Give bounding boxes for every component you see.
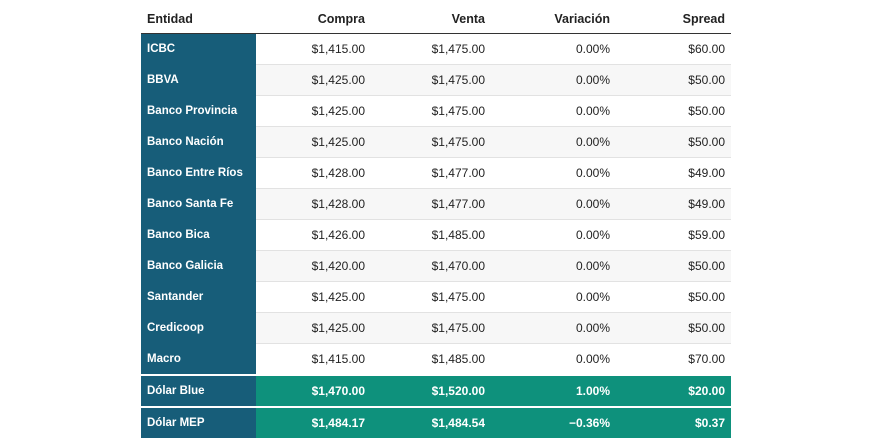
cell-compra: $1,420.00 xyxy=(256,250,371,282)
cell-variacion: 0.00% xyxy=(491,188,616,220)
cell-variacion: 0.00% xyxy=(491,281,616,313)
header-venta[interactable]: Venta xyxy=(371,5,491,34)
cell-venta: $1,475.00 xyxy=(371,126,491,158)
cell-entidad: Macro xyxy=(141,343,256,376)
cell-variacion: 0.00% xyxy=(491,33,616,65)
highlight-row-dolar-blue: Dólar Blue $1,470.00 $1,520.00 1.00% $20… xyxy=(141,374,731,407)
cell-entidad: Banco Santa Fe xyxy=(141,188,256,220)
cell-variacion: 1.00% xyxy=(491,374,616,407)
highlight-row-dolar-mep: Dólar MEP $1,484.17 $1,484.54 −0.36% $0.… xyxy=(141,406,731,438)
cell-variacion: 0.00% xyxy=(491,312,616,344)
cell-spread: $50.00 xyxy=(616,312,731,344)
cell-spread: $49.00 xyxy=(616,157,731,189)
cell-variacion: 0.00% xyxy=(491,64,616,96)
cell-entidad: Banco Galicia xyxy=(141,250,256,282)
cell-spread: $60.00 xyxy=(616,33,731,65)
cell-variacion: 0.00% xyxy=(491,250,616,282)
cell-entidad: BBVA xyxy=(141,64,256,96)
cell-compra: $1,425.00 xyxy=(256,64,371,96)
header-compra[interactable]: Compra xyxy=(256,5,371,34)
table-header: Entidad Compra Venta Variación Spread xyxy=(141,5,731,34)
cell-venta: $1,485.00 xyxy=(371,219,491,251)
cell-entidad: Dólar Blue xyxy=(141,374,256,407)
header-row: Entidad Compra Venta Variación Spread xyxy=(141,5,731,34)
cell-compra: $1,425.00 xyxy=(256,95,371,127)
cell-venta: $1,484.54 xyxy=(371,406,491,438)
table-row: Banco Bica $1,426.00 $1,485.00 0.00% $59… xyxy=(141,219,731,251)
header-variacion[interactable]: Variación xyxy=(491,5,616,34)
cell-spread: $50.00 xyxy=(616,64,731,96)
table-row: Banco Nación $1,425.00 $1,475.00 0.00% $… xyxy=(141,126,731,158)
table-row: ICBC $1,415.00 $1,475.00 0.00% $60.00 xyxy=(141,33,731,65)
cell-venta: $1,475.00 xyxy=(371,95,491,127)
cell-compra: $1,428.00 xyxy=(256,157,371,189)
cell-spread: $20.00 xyxy=(616,374,731,407)
table-row: Banco Provincia $1,425.00 $1,475.00 0.00… xyxy=(141,95,731,127)
cell-spread: $49.00 xyxy=(616,188,731,220)
cell-spread: $0.37 xyxy=(616,406,731,438)
cell-variacion: 0.00% xyxy=(491,343,616,376)
cell-venta: $1,475.00 xyxy=(371,312,491,344)
cell-compra: $1,426.00 xyxy=(256,219,371,251)
cell-venta: $1,485.00 xyxy=(371,343,491,376)
cell-venta: $1,477.00 xyxy=(371,188,491,220)
cell-compra: $1,470.00 xyxy=(256,374,371,407)
header-spread[interactable]: Spread xyxy=(616,5,731,34)
cell-compra: $1,425.00 xyxy=(256,126,371,158)
cell-venta: $1,475.00 xyxy=(371,64,491,96)
cell-entidad: Banco Nación xyxy=(141,126,256,158)
rates-table-container: Entidad Compra Venta Variación Spread IC… xyxy=(141,5,731,438)
cell-spread: $70.00 xyxy=(616,343,731,376)
cell-compra: $1,484.17 xyxy=(256,406,371,438)
exchange-rates-table: Entidad Compra Venta Variación Spread IC… xyxy=(141,5,731,438)
table-row: Credicoop $1,425.00 $1,475.00 0.00% $50.… xyxy=(141,312,731,344)
cell-entidad: Dólar MEP xyxy=(141,406,256,438)
table-row: Macro $1,415.00 $1,485.00 0.00% $70.00 xyxy=(141,343,731,376)
cell-spread: $59.00 xyxy=(616,219,731,251)
cell-compra: $1,415.00 xyxy=(256,343,371,376)
cell-entidad: Banco Entre Ríos xyxy=(141,157,256,189)
table-row: Banco Santa Fe $1,428.00 $1,477.00 0.00%… xyxy=(141,188,731,220)
cell-entidad: Banco Provincia xyxy=(141,95,256,127)
header-entidad[interactable]: Entidad xyxy=(141,5,256,34)
cell-variacion: 0.00% xyxy=(491,95,616,127)
cell-spread: $50.00 xyxy=(616,126,731,158)
cell-variacion: −0.36% xyxy=(491,406,616,438)
cell-compra: $1,425.00 xyxy=(256,312,371,344)
cell-variacion: 0.00% xyxy=(491,126,616,158)
cell-compra: $1,428.00 xyxy=(256,188,371,220)
table-row: Banco Entre Ríos $1,428.00 $1,477.00 0.0… xyxy=(141,157,731,189)
cell-venta: $1,477.00 xyxy=(371,157,491,189)
cell-compra: $1,415.00 xyxy=(256,33,371,65)
table-row: Santander $1,425.00 $1,475.00 0.00% $50.… xyxy=(141,281,731,313)
cell-variacion: 0.00% xyxy=(491,219,616,251)
table-row: BBVA $1,425.00 $1,475.00 0.00% $50.00 xyxy=(141,64,731,96)
cell-spread: $50.00 xyxy=(616,95,731,127)
cell-venta: $1,475.00 xyxy=(371,281,491,313)
cell-venta: $1,470.00 xyxy=(371,250,491,282)
cell-entidad: Credicoop xyxy=(141,312,256,344)
cell-variacion: 0.00% xyxy=(491,157,616,189)
cell-entidad: Banco Bica xyxy=(141,219,256,251)
cell-venta: $1,475.00 xyxy=(371,33,491,65)
table-body: ICBC $1,415.00 $1,475.00 0.00% $60.00 BB… xyxy=(141,33,731,438)
table-row: Banco Galicia $1,420.00 $1,470.00 0.00% … xyxy=(141,250,731,282)
cell-entidad: ICBC xyxy=(141,33,256,65)
cell-entidad: Santander xyxy=(141,281,256,313)
cell-spread: $50.00 xyxy=(616,281,731,313)
cell-venta: $1,520.00 xyxy=(371,374,491,407)
cell-spread: $50.00 xyxy=(616,250,731,282)
cell-compra: $1,425.00 xyxy=(256,281,371,313)
